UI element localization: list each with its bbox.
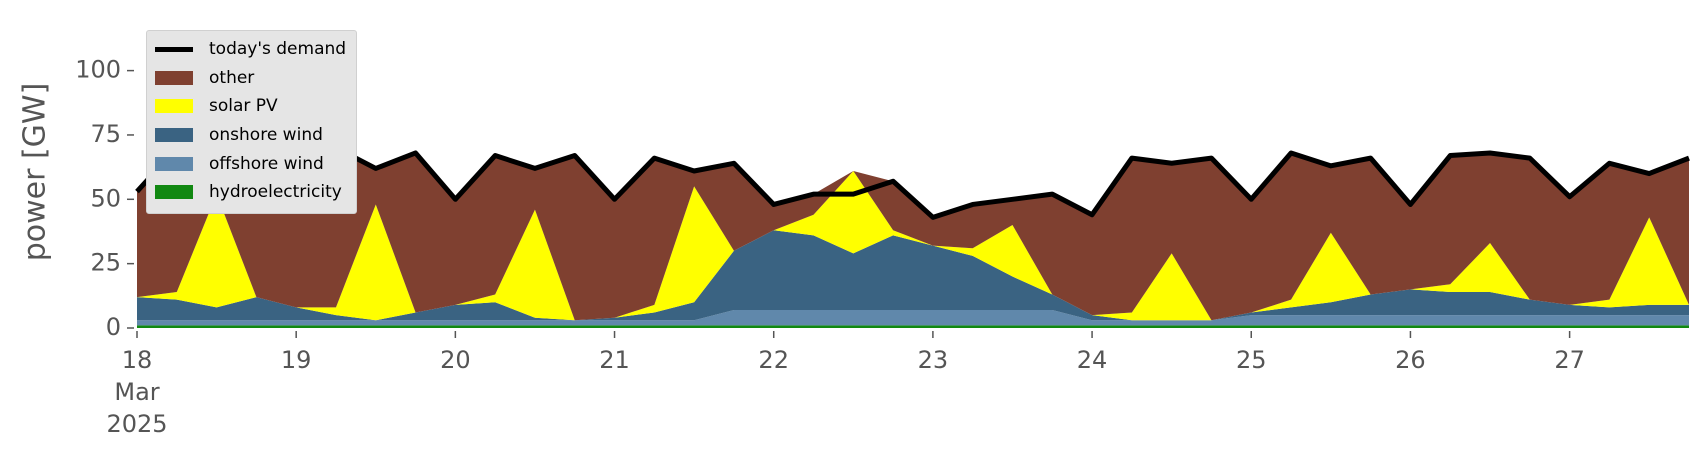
- legend-item: offshore wind: [155, 149, 346, 178]
- line: [135, 145, 1690, 220]
- x-tick-label: 19: [280, 346, 312, 374]
- x-tick-label: 23: [917, 346, 949, 374]
- legend-item: hydroelectricity: [155, 178, 346, 207]
- y-axis-label: power [GW]: [18, 83, 53, 262]
- legend-label: today's demand: [209, 39, 347, 60]
- legend-item: today's demand: [155, 35, 346, 64]
- legend-item: onshore wind: [155, 121, 346, 150]
- x-tick-label: 22: [758, 346, 789, 374]
- x-tick-label: 24: [1076, 346, 1108, 374]
- legend-item: other: [155, 64, 346, 93]
- legend-swatch: [155, 156, 193, 171]
- legend-item: solar PV: [155, 92, 346, 121]
- area: [137, 147, 1689, 321]
- legend-swatch: [155, 99, 193, 114]
- legend-label: onshore wind: [209, 125, 323, 146]
- legend: today's demand other solar PV onshore wind o…: [146, 30, 358, 214]
- x-tick-label: 25: [1235, 346, 1267, 374]
- y-tick-label: 0: [106, 313, 121, 341]
- x-tick-label: 18 Mar 2025: [106, 346, 168, 438]
- x-tick-label: 26: [1395, 346, 1426, 374]
- y-tick-label: 25: [90, 249, 121, 277]
- area: [137, 230, 1689, 321]
- legend-swatch: [155, 128, 193, 143]
- y-tick-label: 50: [90, 184, 121, 212]
- legend-swatch: [155, 46, 193, 52]
- y-tick-label: 75: [90, 120, 121, 148]
- legend-label: solar PV: [209, 96, 278, 117]
- x-tick-label: 27: [1554, 346, 1585, 374]
- y-tick-label: 100: [75, 56, 121, 84]
- area: [137, 309, 1689, 326]
- area: [137, 170, 1689, 321]
- legend-label: other: [209, 67, 255, 88]
- area: [137, 325, 1689, 328]
- legend-swatch: [155, 70, 193, 85]
- legend-swatch: [155, 185, 193, 200]
- legend-label: offshore wind: [209, 153, 324, 174]
- x-tick-label: 21: [599, 346, 630, 374]
- x-tick-label: 20: [440, 346, 471, 374]
- legend-label: hydroelectricity: [209, 182, 342, 203]
